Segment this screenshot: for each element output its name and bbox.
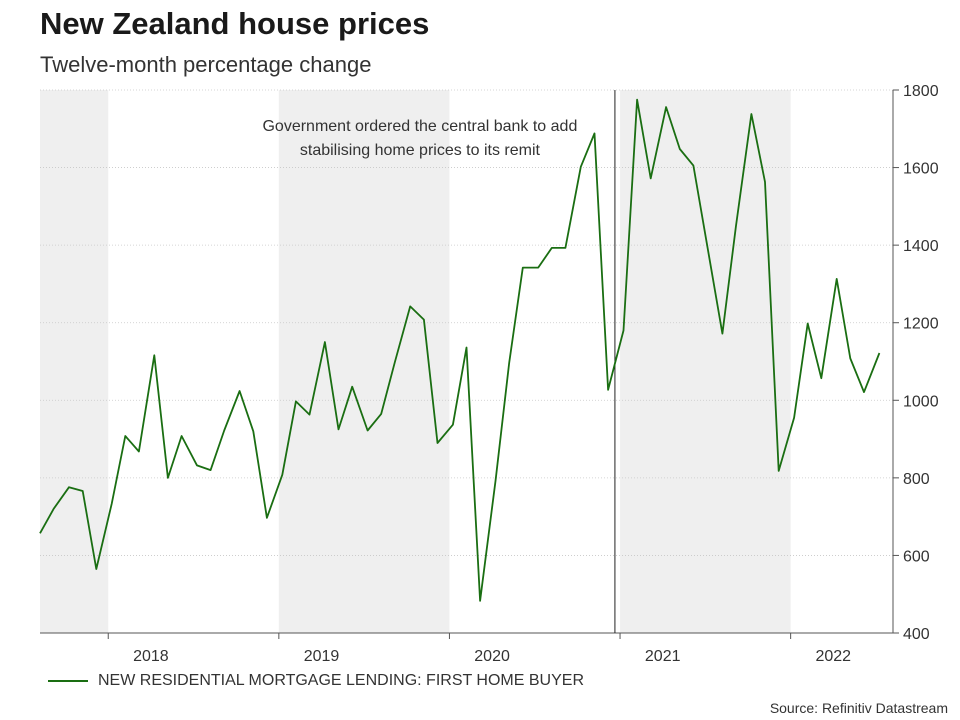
- event-annotation-text: Government ordered the central bank to a…: [262, 118, 577, 135]
- chart-subtitle: Twelve-month percentage change: [40, 52, 372, 77]
- y-tick-label: 1400: [903, 238, 939, 255]
- y-tick-label: 1600: [903, 161, 939, 178]
- legend-label: NEW RESIDENTIAL MORTGAGE LENDING: FIRST …: [98, 672, 584, 689]
- chart-legend: NEW RESIDENTIAL MORTGAGE LENDING: FIRST …: [48, 672, 584, 690]
- x-tick-label: 2021: [645, 648, 681, 665]
- shaded-band: [278, 90, 450, 633]
- y-tick-label: 1000: [903, 393, 939, 410]
- legend-swatch: [48, 680, 88, 682]
- shaded-band: [40, 90, 109, 633]
- y-tick-label: 1200: [903, 316, 939, 333]
- series-line: [39, 98, 881, 602]
- x-tick-label: 2020: [474, 648, 510, 665]
- shaded-band: [620, 90, 791, 633]
- x-tick-label: 2018: [133, 648, 169, 665]
- x-tick-label: 2019: [304, 648, 340, 665]
- source-note: Source: Refinitiv Datastream: [769, 700, 948, 716]
- x-tick-label: 2022: [815, 648, 851, 665]
- y-tick-label: 1800: [903, 83, 939, 100]
- y-tick-label: 800: [903, 471, 930, 488]
- chart-title: New Zealand house prices: [40, 6, 430, 41]
- y-tick-label: 600: [903, 548, 930, 565]
- event-annotation-text: stabilising home prices to its remit: [300, 142, 541, 159]
- y-tick-label: 400: [903, 626, 930, 643]
